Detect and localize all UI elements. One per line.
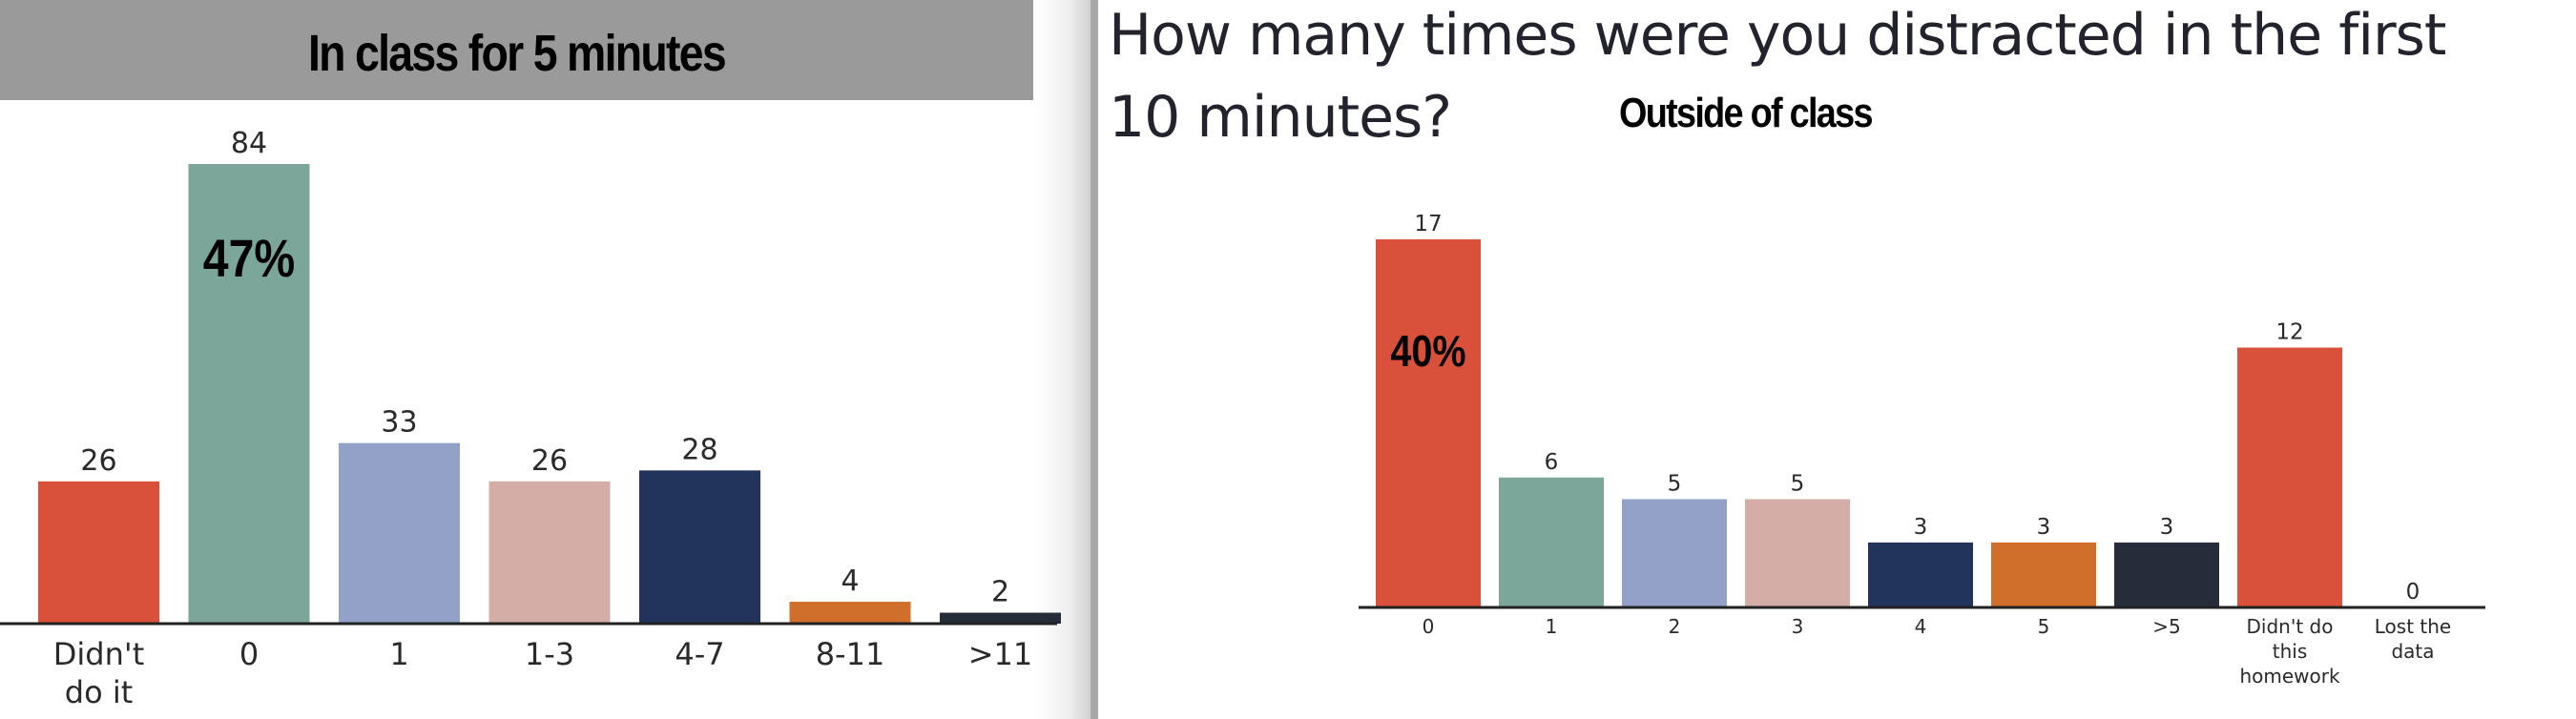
right-bar-0: [1376, 239, 1481, 607]
right-value-label-1: 6: [1545, 450, 1559, 475]
right-category-label-4: 4: [1915, 615, 1927, 638]
right-category-label-1: 1: [1546, 615, 1558, 638]
panel-divider: [1091, 0, 1098, 719]
left-category-label-0: do it: [65, 674, 134, 710]
right-category-label-3: 3: [1792, 615, 1804, 638]
right-category-label-0: 0: [1423, 615, 1435, 638]
left-value-label-2: 33: [381, 406, 417, 440]
right-value-label-7: 12: [2275, 320, 2303, 345]
left-category-label-5: 8-11: [816, 636, 885, 672]
left-percent-annotation-0: 47%: [203, 230, 295, 289]
left-value-label-4: 28: [681, 433, 717, 466]
question-title-line-2: 10 minutes?: [1109, 84, 1452, 151]
right-category-label-8: data: [2391, 640, 2434, 663]
right-category-label-7: Didn't do: [2247, 615, 2334, 638]
right-chart-subtitle: Outside of class: [1619, 90, 1874, 136]
left-category-label-0: Didn't: [53, 636, 144, 672]
left-category-label-4: 4-7: [675, 636, 724, 672]
left-bar-6: [940, 612, 1061, 624]
left-value-label-1: 84: [231, 127, 267, 160]
right-value-label-2: 5: [1668, 471, 1682, 496]
left-value-label-6: 2: [991, 576, 1009, 609]
left-chart-title: In class for 5 minutes: [307, 25, 727, 82]
right-value-label-5: 3: [2037, 515, 2051, 540]
right-bar-1: [1499, 477, 1604, 607]
right-bar-2: [1622, 499, 1727, 607]
right-category-label-7: this: [2273, 640, 2308, 663]
right-category-label-2: 2: [1669, 615, 1681, 638]
right-category-label-8: Lost the: [2375, 615, 2451, 638]
left-category-label-6: >11: [968, 636, 1033, 672]
left-value-label-3: 26: [531, 444, 568, 478]
right-value-label-6: 3: [2160, 515, 2174, 540]
left-bar-0: [38, 481, 159, 624]
right-value-label-3: 5: [1791, 471, 1805, 496]
left-category-label-3: 1-3: [525, 636, 574, 672]
right-bar-3: [1745, 499, 1850, 607]
right-bar-6: [2114, 542, 2219, 607]
right-bar-5: [1991, 542, 2096, 607]
right-percent-annotation-0: 40%: [1390, 327, 1465, 376]
left-category-label-2: 1: [389, 636, 408, 672]
right-bar-7: [2237, 347, 2342, 607]
left-value-label-0: 26: [80, 444, 116, 478]
left-bar-3: [488, 481, 611, 624]
right-category-label-7: homework: [2239, 665, 2340, 688]
right-value-label-8: 0: [2406, 580, 2420, 605]
left-bar-4: [639, 470, 760, 624]
left-category-label-1: 0: [239, 636, 259, 672]
left-bar-2: [339, 442, 460, 624]
right-category-label-6: >5: [2152, 615, 2180, 638]
question-title-line-1: How many times were you distracted in th…: [1109, 2, 2446, 69]
panel-divider-shadow: [1035, 0, 1097, 719]
right-value-label-0: 17: [1414, 212, 1442, 236]
right-bar-4: [1868, 542, 1973, 607]
left-bar-1: [188, 164, 310, 624]
right-value-label-4: 3: [1914, 515, 1928, 540]
left-bar-5: [789, 602, 911, 624]
left-value-label-5: 4: [841, 565, 859, 598]
left-title-bar: [0, 0, 1033, 100]
right-category-label-5: 5: [2038, 615, 2050, 638]
